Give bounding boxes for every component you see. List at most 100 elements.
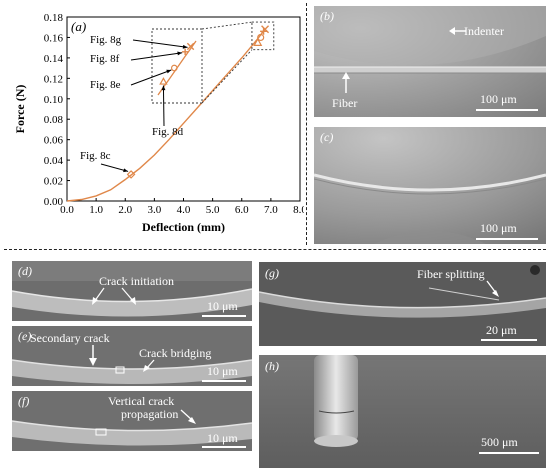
x-tick-label: 1.0: [89, 204, 103, 216]
annotation-arrow: [132, 39, 188, 48]
panel-b: (b) Indenter Fiber 100 μm: [314, 6, 546, 117]
annotation-arrowhead: [166, 69, 172, 74]
zoom-source-box: [251, 21, 275, 51]
figure-reference-label: Fig. 8c: [80, 150, 111, 162]
panel-label-d: (d): [18, 264, 32, 278]
secondary-crack-label: Secondary crack: [30, 331, 110, 345]
data-marker: [253, 37, 263, 46]
y-tick-label: 0.18: [44, 12, 64, 24]
annotation-arrow: [130, 69, 172, 86]
scalebar-h: [479, 452, 539, 454]
annotation-arrowhead: [182, 44, 188, 49]
y-tick-label: 0.10: [44, 94, 64, 106]
panel-label-g: (g): [265, 266, 279, 280]
x-tick-label: 3.0: [148, 204, 162, 216]
figure-reference-label: Fig. 8d: [152, 126, 184, 138]
x-tick-label: 0.0: [60, 204, 74, 216]
figure-reference-label: Fig. 8f: [90, 53, 120, 65]
annotation-arrowhead: [123, 168, 129, 173]
zoom-marker: [170, 64, 178, 72]
x-tick-label: 6.0: [235, 204, 249, 216]
panel-d: (d) Crack initiation 10 μm: [12, 261, 252, 321]
annotation-arrow: [130, 52, 183, 61]
secondary-crack-arrow: [89, 345, 97, 366]
horizontal-divider: [4, 249, 546, 250]
annotation-arrow: [100, 163, 129, 172]
x-tick-label: 8.0: [293, 204, 304, 216]
sem-image-c: [314, 127, 546, 244]
annotation-arrow: [162, 85, 165, 127]
sem-image-f: [12, 391, 252, 451]
scalebar-e: [202, 380, 246, 382]
panel-label-c: (c): [320, 130, 334, 144]
x-tick-label: 2.0: [118, 204, 132, 216]
indenter-arrow: [449, 27, 466, 35]
y-tick-label: 0.04: [44, 155, 64, 167]
scalebar-g: [481, 339, 537, 341]
data-marker: [261, 25, 270, 34]
panel-label-b: (b): [320, 9, 334, 23]
x-tick-label: 7.0: [264, 204, 278, 216]
annotation-arrowhead: [177, 51, 183, 56]
zoom-connector: [201, 49, 253, 104]
panel-c: (c) 100 μm: [314, 127, 546, 244]
vertical-crack-arrow: [180, 409, 196, 424]
zoom-marker: [186, 42, 195, 51]
sem-image-b: [314, 6, 546, 117]
crack-initiation-label: Crack initiation: [99, 274, 174, 288]
y-axis-label: Force (N): [13, 85, 27, 134]
panel-label-e: (e): [18, 329, 32, 343]
fiber-splitting-label: Fiber splitting: [417, 267, 485, 281]
force-deflection-chart: 0.0 1.0 2.0 3.0 4.0 5.0 6.0 7.0 8.0 0.00 0.02 0.04 0…: [13, 12, 307, 234]
indenter-label: Indenter: [464, 24, 504, 38]
y-tick-label: 0.08: [44, 114, 64, 126]
scale-label-e: 10 μm: [207, 364, 238, 378]
y-tick-label: 0.06: [44, 135, 64, 147]
x-tick-label: 5.0: [206, 204, 220, 216]
zoom-connector: [201, 21, 253, 30]
sem-image-h: [259, 355, 546, 468]
scale-label-f: 10 μm: [207, 431, 238, 445]
sem-image-d: [12, 261, 252, 321]
zoom-marker: [159, 77, 168, 85]
scalebar-b: [476, 109, 538, 111]
panel-label-f: (f): [18, 394, 30, 408]
scalebar-d: [202, 315, 246, 317]
vertical-divider: [306, 3, 307, 245]
scale-label-d: 10 μm: [207, 299, 238, 313]
y-tick-label: 0.16: [44, 32, 64, 44]
sem-image-e: [12, 326, 252, 386]
panel-g: (g) Fiber splitting 20 μm: [259, 262, 546, 346]
x-tick-label: 4.0: [177, 204, 191, 216]
panel-e: (e) Secondary crack Crack bridging 10 μm: [12, 326, 252, 386]
scale-label-g: 20 μm: [486, 323, 517, 337]
sem-image-g: [259, 262, 546, 346]
panel-a: 0.0 1.0 2.0 3.0 4.0 5.0 6.0 7.0 8.0 0.00 0.02 0.04 0…: [4, 3, 307, 245]
scale-label-b: 100 μm: [480, 92, 517, 106]
scale-label-c: 100 μm: [480, 221, 517, 235]
figure-reference-label: Fig. 8e: [90, 79, 121, 91]
fiber-label: Fiber: [332, 96, 358, 110]
scalebar-c: [476, 238, 538, 240]
scale-label-h: 500 μm: [481, 435, 518, 449]
zoom-marker: [181, 48, 189, 55]
crack-bridging-arrow: [143, 359, 155, 372]
vertical-crack-label-line1: Vertical crack: [108, 394, 175, 408]
fiber-splitting-arrow: [486, 280, 499, 297]
figure-reference-label: Fig. 8g: [90, 34, 122, 46]
y-tick-label: 0.12: [44, 73, 63, 85]
y-tick-label: 0.02: [44, 176, 63, 188]
panel-h: (h) 500 μm: [259, 355, 546, 468]
annotation-arrowhead: [161, 85, 166, 91]
vertical-crack-label-line2: propagation: [121, 407, 179, 421]
panel-label-h: (h): [265, 359, 279, 373]
data-marker: [257, 33, 265, 42]
y-tick-label: 0.00: [44, 196, 64, 208]
force-curve: [66, 28, 266, 202]
panel-label-a: (a): [71, 19, 86, 34]
crack-bridging-label: Crack bridging: [139, 346, 212, 360]
scalebar-f: [202, 446, 246, 448]
crack-initiation-arrows: [92, 287, 136, 305]
x-axis-label: Deflection (mm): [142, 220, 225, 234]
panel-f: (f) Vertical crack propagation 10 μm: [12, 391, 252, 451]
